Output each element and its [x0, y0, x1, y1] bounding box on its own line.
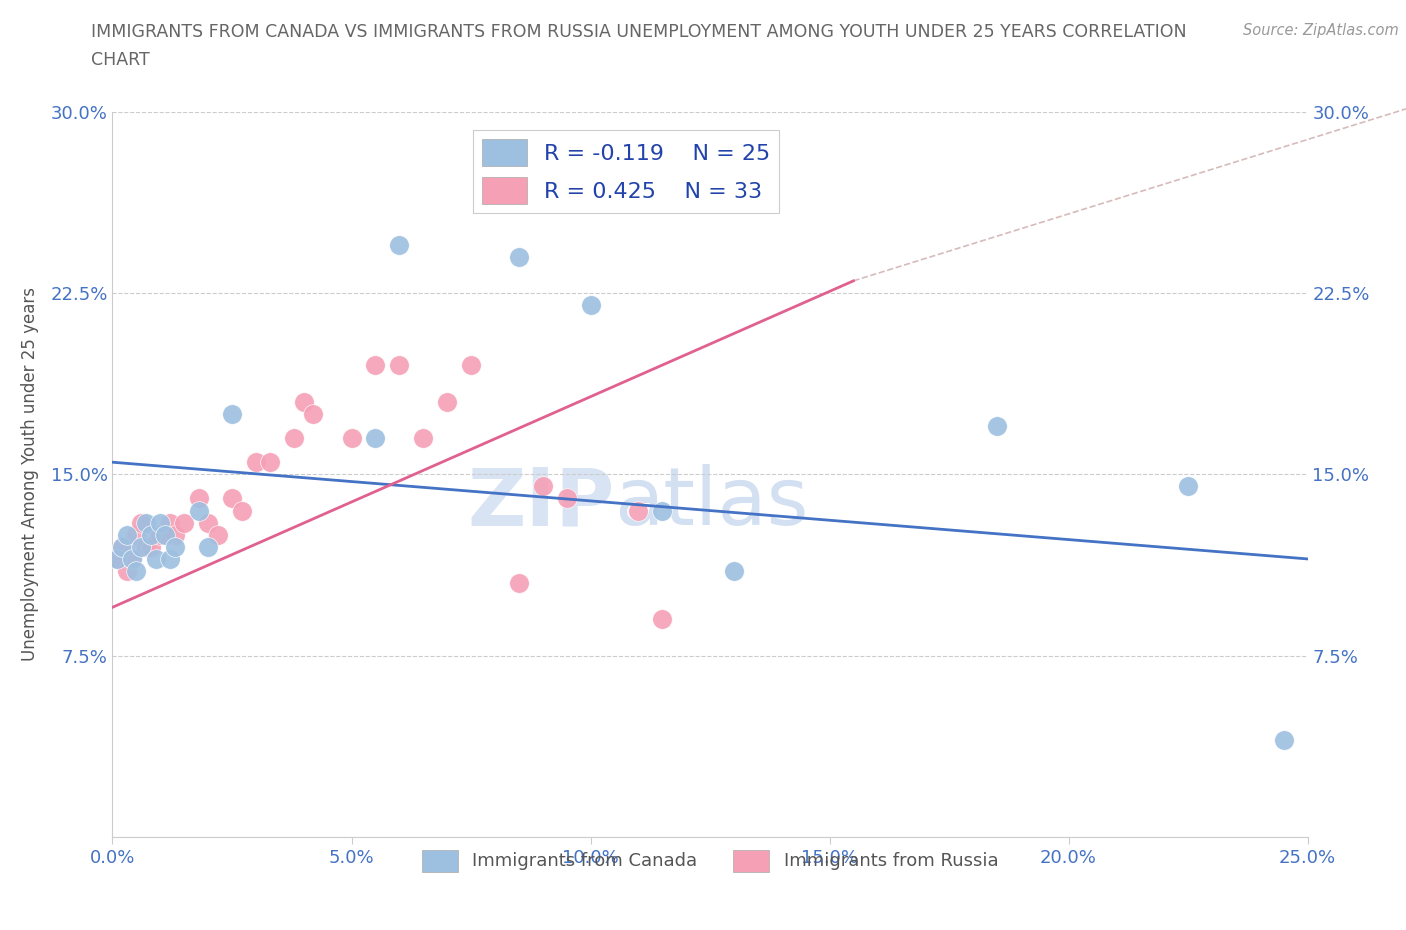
Point — [723, 564, 745, 578]
Point — [149, 527, 172, 542]
Point — [508, 249, 530, 264]
Point — [292, 394, 315, 409]
Point — [125, 527, 148, 542]
Point — [163, 539, 186, 554]
Text: atlas: atlas — [614, 464, 808, 542]
Point — [135, 539, 157, 554]
Point — [197, 539, 219, 554]
Point — [111, 539, 134, 554]
Point — [115, 564, 138, 578]
Point — [139, 527, 162, 542]
Point — [163, 527, 186, 542]
Text: CHART: CHART — [91, 51, 150, 69]
Point — [364, 358, 387, 373]
Point — [139, 539, 162, 554]
Point — [412, 431, 434, 445]
Point — [460, 358, 482, 373]
Point — [207, 527, 229, 542]
Legend: Immigrants from Canada, Immigrants from Russia: Immigrants from Canada, Immigrants from … — [415, 843, 1005, 879]
Point — [436, 394, 458, 409]
Point — [173, 515, 195, 530]
Text: IMMIGRANTS FROM CANADA VS IMMIGRANTS FROM RUSSIA UNEMPLOYMENT AMONG YOUTH UNDER : IMMIGRANTS FROM CANADA VS IMMIGRANTS FRO… — [91, 23, 1187, 41]
Point — [1177, 479, 1199, 494]
Point — [283, 431, 305, 445]
Point — [555, 491, 578, 506]
Point — [986, 418, 1008, 433]
Point — [149, 515, 172, 530]
Point — [302, 406, 325, 421]
Point — [111, 539, 134, 554]
Point — [135, 515, 157, 530]
Point — [388, 358, 411, 373]
Point — [197, 515, 219, 530]
Point — [121, 551, 143, 566]
Point — [187, 491, 209, 506]
Point — [221, 406, 243, 421]
Point — [651, 503, 673, 518]
Point — [651, 612, 673, 627]
Point — [508, 576, 530, 591]
Point — [125, 564, 148, 578]
Point — [105, 551, 128, 566]
Point — [579, 298, 602, 312]
Point — [129, 515, 152, 530]
Point — [153, 527, 176, 542]
Point — [1272, 733, 1295, 748]
Text: Source: ZipAtlas.com: Source: ZipAtlas.com — [1243, 23, 1399, 38]
Text: ZIP: ZIP — [467, 464, 614, 542]
Point — [159, 515, 181, 530]
Point — [259, 455, 281, 470]
Point — [115, 527, 138, 542]
Point — [159, 551, 181, 566]
Point — [231, 503, 253, 518]
Point — [364, 431, 387, 445]
Point — [145, 551, 167, 566]
Point — [388, 237, 411, 252]
Point — [627, 503, 650, 518]
Point — [121, 551, 143, 566]
Point — [129, 539, 152, 554]
Point — [340, 431, 363, 445]
Y-axis label: Unemployment Among Youth under 25 years: Unemployment Among Youth under 25 years — [21, 287, 39, 661]
Point — [187, 503, 209, 518]
Point — [245, 455, 267, 470]
Point — [105, 551, 128, 566]
Point — [221, 491, 243, 506]
Point — [531, 479, 554, 494]
